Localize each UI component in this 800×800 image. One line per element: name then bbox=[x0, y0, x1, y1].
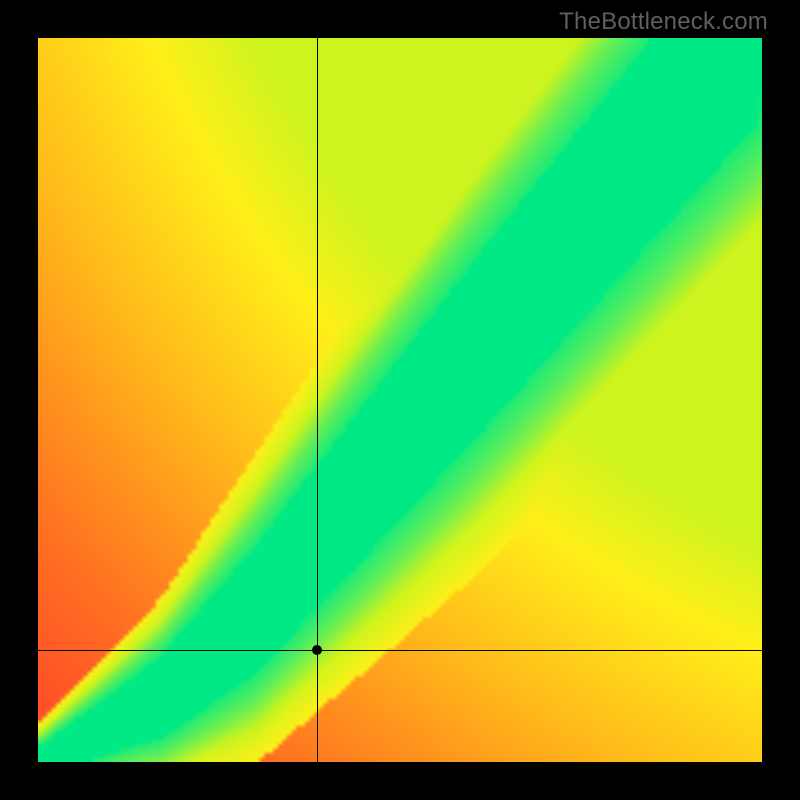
chart-frame: TheBottleneck.com bbox=[0, 0, 800, 800]
watermark-text: TheBottleneck.com bbox=[559, 8, 768, 36]
heatmap-canvas bbox=[38, 38, 762, 762]
heatmap-plot bbox=[38, 38, 762, 762]
